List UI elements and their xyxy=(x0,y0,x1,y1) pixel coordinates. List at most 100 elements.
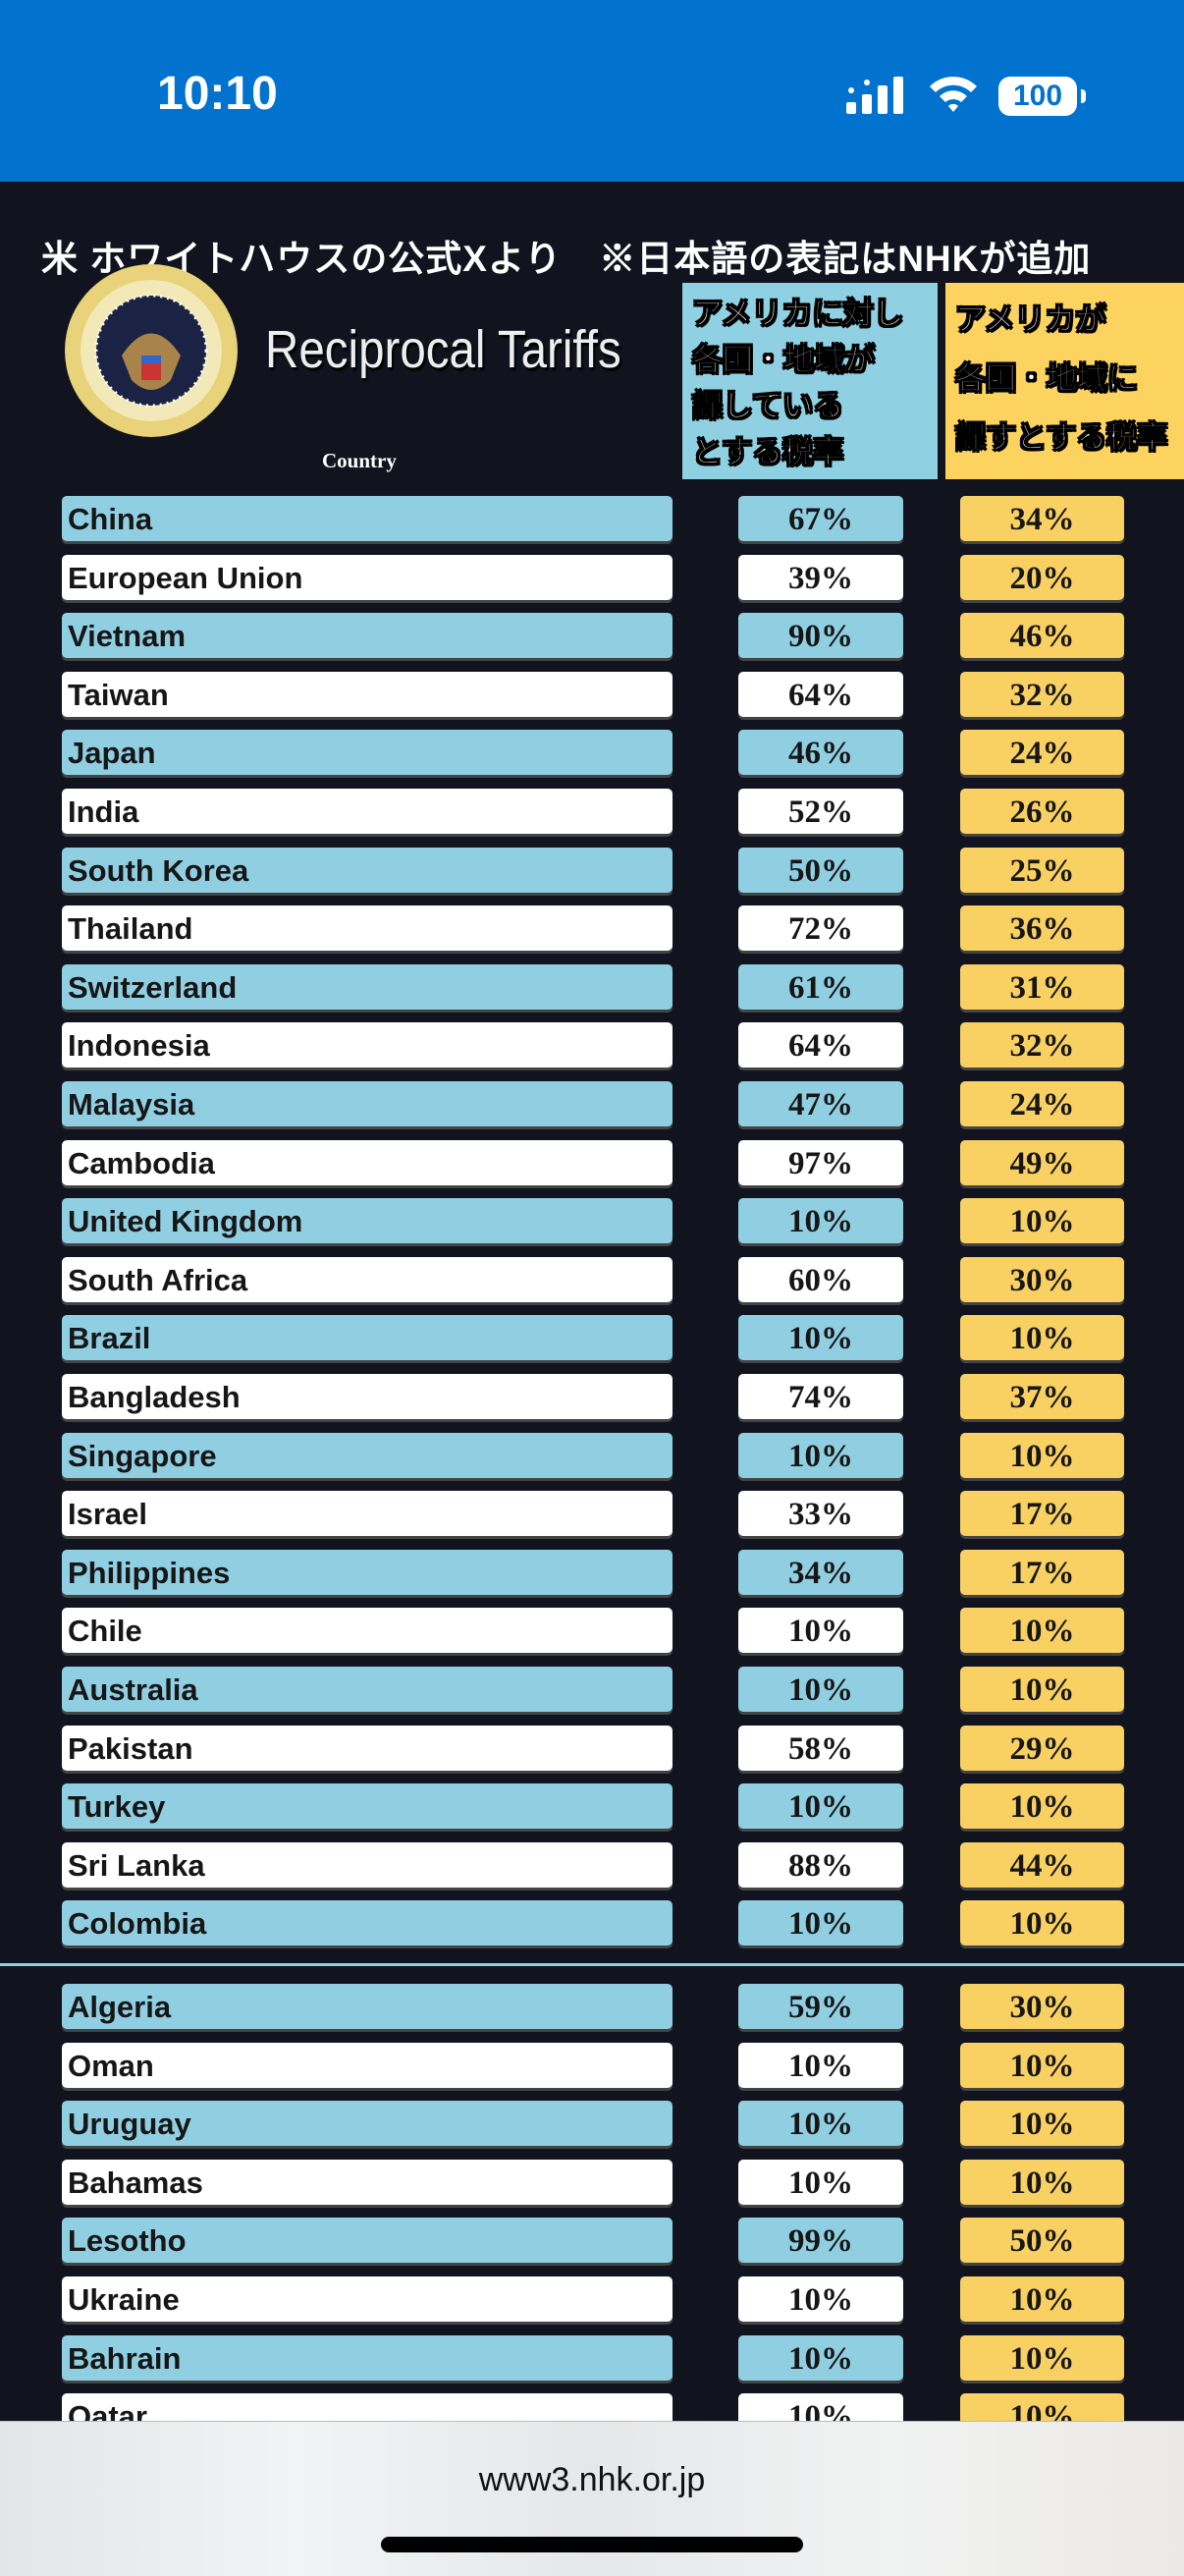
col2-label-line: 各国・地域に xyxy=(955,361,1139,397)
country-cell: India xyxy=(62,789,673,834)
group-divider xyxy=(0,1963,1184,1966)
charged-rate-cell: 10% xyxy=(738,2101,903,2147)
wifi-icon xyxy=(930,77,977,112)
country-column-header: Country xyxy=(322,449,397,472)
reciprocal-rate-cell: 10% xyxy=(960,1667,1124,1712)
country-cell: Philippines xyxy=(62,1549,673,1595)
country-cell: South Korea xyxy=(62,847,673,893)
charged-rate-cell: 61% xyxy=(738,963,903,1010)
country-cell: Thailand xyxy=(62,905,673,952)
cellular-signal-icon xyxy=(846,77,903,114)
country-cell: Uruguay xyxy=(62,2101,673,2147)
reciprocal-rate-cell: 36% xyxy=(960,905,1124,952)
country-cell: Qatar xyxy=(62,2393,673,2421)
reciprocal-rate-cell: 31% xyxy=(960,963,1124,1010)
country-cell: China xyxy=(62,496,673,541)
reciprocal-rate-cell: 30% xyxy=(960,1984,1124,2029)
charged-rate-cell: 58% xyxy=(738,1725,903,1771)
charged-rate-cell: 72% xyxy=(738,905,903,952)
charged-rate-cell: 10% xyxy=(738,1315,903,1361)
reciprocal-rate-cell: 10% xyxy=(960,2393,1124,2421)
home-indicator[interactable] xyxy=(381,2537,803,2552)
charged-rate-cell: 34% xyxy=(738,1549,903,1595)
reciprocal-rate-cell: 10% xyxy=(960,2334,1124,2381)
charged-rate-cell: 64% xyxy=(738,671,903,717)
charged-rate-cell: 88% xyxy=(738,1841,903,1888)
country-cell: Bahrain xyxy=(62,2334,673,2381)
page-title: Reciprocal Tariffs xyxy=(265,320,621,379)
charged-rate-cell: 47% xyxy=(738,1081,903,1126)
url-bar[interactable]: www3.nhk.or.jp xyxy=(478,2461,706,2498)
charged-rate-cell: 10% xyxy=(738,1900,903,1946)
reciprocal-rate-cell: 24% xyxy=(960,730,1124,776)
charged-rate-cell: 33% xyxy=(738,1491,903,1537)
reciprocal-rate-cell: 32% xyxy=(960,1022,1124,1069)
col-reciprocal-header: アメリカが 各国・地域に 課すとする税率 xyxy=(945,283,1184,479)
col1-label-line: 各国・地域が xyxy=(692,343,876,378)
reciprocal-rate-cell: 17% xyxy=(960,1549,1124,1595)
col2-label-line: アメリカが xyxy=(955,302,1106,338)
status-bar: 10:10 100 xyxy=(0,0,1184,182)
reciprocal-rate-cell: 50% xyxy=(960,2218,1124,2264)
country-cell: Colombia xyxy=(62,1900,673,1946)
source-note: 米 ホワイトハウスの公式Xより ※日本語の表記はNHKが追加 xyxy=(41,239,1092,279)
reciprocal-rate-cell: 10% xyxy=(960,1198,1124,1244)
charged-rate-cell: 46% xyxy=(738,730,903,776)
reciprocal-rate-cell: 49% xyxy=(960,1139,1124,1185)
country-cell: Indonesia xyxy=(62,1022,673,1069)
reciprocal-rate-cell: 34% xyxy=(960,496,1124,541)
country-cell: Bangladesh xyxy=(62,1374,673,1419)
charged-rate-cell: 64% xyxy=(738,1022,903,1069)
country-cell: European Union xyxy=(62,554,673,600)
reciprocal-rate-cell: 10% xyxy=(960,1900,1124,1946)
country-cell: Turkey xyxy=(62,1783,673,1830)
charged-rate-cell: 10% xyxy=(738,2393,903,2421)
country-cell: Brazil xyxy=(62,1315,673,1361)
charged-rate-cell: 99% xyxy=(738,2218,903,2264)
country-cell: Taiwan xyxy=(62,671,673,717)
charged-rate-cell: 50% xyxy=(738,847,903,893)
reciprocal-rate-cell: 32% xyxy=(960,671,1124,717)
reciprocal-rate-cell: 10% xyxy=(960,2159,1124,2205)
tariff-image: 米 ホワイトハウスの公式Xより ※日本語の表記はNHKが追加 Reciproca… xyxy=(0,182,1184,2421)
charged-rate-cell: 60% xyxy=(738,1256,903,1302)
country-cell: Sri Lanka xyxy=(62,1841,673,1888)
reciprocal-rate-cell: 20% xyxy=(960,554,1124,600)
reciprocal-rate-cell: 37% xyxy=(960,1374,1124,1419)
charged-rate-cell: 52% xyxy=(738,789,903,834)
charged-rate-cell: 90% xyxy=(738,613,903,659)
country-cell: Israel xyxy=(62,1491,673,1537)
country-cell: Japan xyxy=(62,730,673,776)
charged-rate-cell: 67% xyxy=(738,496,903,541)
reciprocal-rate-cell: 25% xyxy=(960,847,1124,893)
country-cell: Malaysia xyxy=(62,1081,673,1126)
charged-rate-cell: 10% xyxy=(738,2042,903,2088)
charged-rate-cell: 97% xyxy=(738,1139,903,1185)
charged-rate-cell: 10% xyxy=(738,1608,903,1654)
reciprocal-rate-cell: 10% xyxy=(960,1608,1124,1654)
reciprocal-rate-cell: 24% xyxy=(960,1081,1124,1126)
reciprocal-rate-cell: 10% xyxy=(960,2276,1124,2322)
country-cell: Algeria xyxy=(62,1984,673,2029)
reciprocal-rate-cell: 10% xyxy=(960,1783,1124,1830)
reciprocal-rate-cell: 44% xyxy=(960,1841,1124,1888)
charged-rate-cell: 59% xyxy=(738,1984,903,2029)
charged-rate-cell: 10% xyxy=(738,2334,903,2381)
country-cell: Switzerland xyxy=(62,963,673,1010)
charged-rate-cell: 10% xyxy=(738,1667,903,1712)
country-cell: South Africa xyxy=(62,1256,673,1302)
reciprocal-rate-cell: 10% xyxy=(960,2042,1124,2088)
charged-rate-cell: 10% xyxy=(738,1198,903,1244)
browser-bottom-bar: www3.nhk.or.jp xyxy=(0,2421,1184,2576)
charged-rate-cell: 74% xyxy=(738,1374,903,1419)
col1-label-line: 課している xyxy=(692,389,844,424)
charged-rate-cell: 10% xyxy=(738,1432,903,1478)
country-cell: Vietnam xyxy=(62,613,673,659)
charged-rate-cell: 10% xyxy=(738,2159,903,2205)
reciprocal-rate-cell: 10% xyxy=(960,1315,1124,1361)
country-cell: Ukraine xyxy=(62,2276,673,2322)
clock: 10:10 xyxy=(157,68,278,120)
reciprocal-rate-cell: 10% xyxy=(960,1432,1124,1478)
battery-icon: 100 xyxy=(998,77,1086,116)
reciprocal-rate-cell: 10% xyxy=(960,2101,1124,2147)
